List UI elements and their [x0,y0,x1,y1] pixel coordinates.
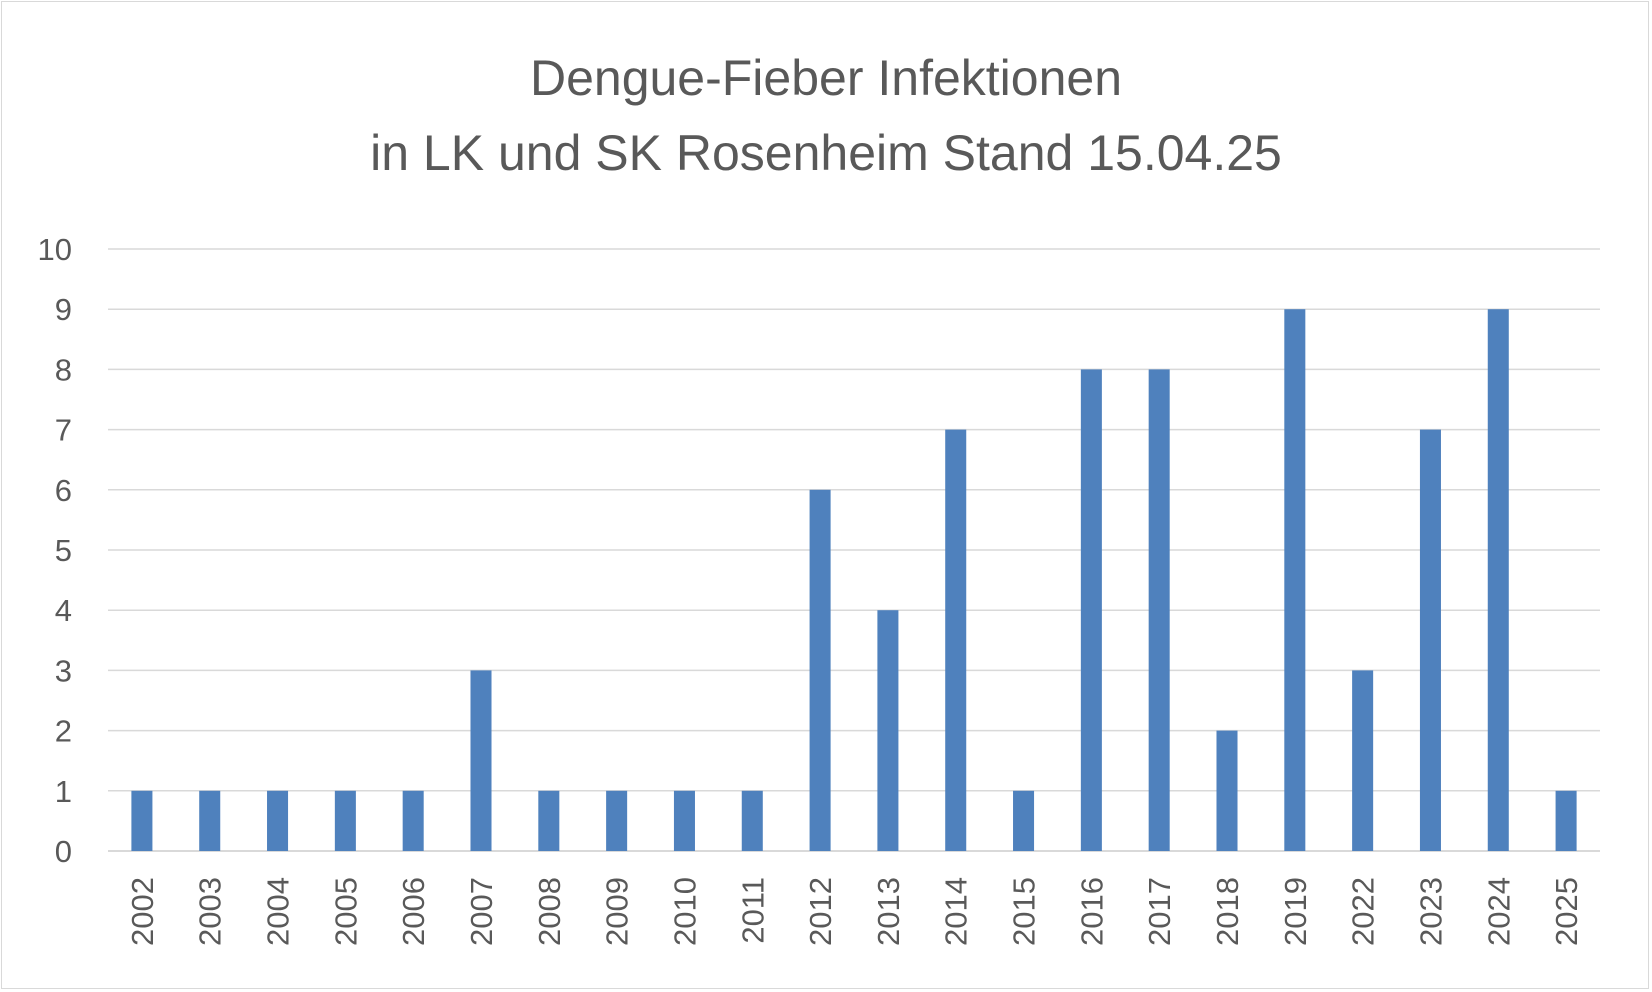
x-tick-label: 2008 [532,877,567,946]
x-tick-label: 2004 [261,877,296,946]
bars [131,309,1577,851]
x-tick-label: 2017 [1142,877,1177,946]
x-tick-label: 2022 [1346,877,1381,946]
bar-2018 [1216,730,1238,851]
y-tick-label: 9 [55,292,72,327]
x-tick-label: 2002 [125,877,160,946]
x-tick-label: 2011 [735,877,770,944]
x-tick-label: 2010 [667,877,702,946]
bar-2004 [267,790,289,851]
y-tick-label: 5 [55,533,72,568]
bar-2017 [1148,369,1170,851]
x-tick-label: 2016 [1074,877,1109,946]
bar-2003 [199,790,221,851]
x-tick-label: 2023 [1413,877,1448,946]
x-tick-label: 2015 [1007,877,1042,946]
bar-2002 [131,790,153,851]
y-tick-label: 6 [55,473,72,508]
x-tick-label: 2025 [1549,877,1584,946]
y-tick-label: 7 [55,413,72,448]
bar-2013 [877,610,899,851]
x-tick-label: 2003 [193,877,228,946]
bar-2015 [1013,790,1035,851]
bar-2023 [1419,429,1441,851]
y-tick-label: 8 [55,352,72,387]
bar-2010 [673,790,695,851]
x-tick-label: 2005 [328,877,363,946]
x-tick-label: 2013 [871,877,906,946]
y-tick-label: 4 [55,593,72,628]
bar-2006 [402,790,424,851]
bar-2022 [1352,670,1374,851]
y-tick-label: 0 [55,834,72,869]
bar-2014 [945,429,967,851]
y-tick-label: 10 [38,232,72,267]
chart-title-line2: in LK und SK Rosenheim Stand 15.04.25 [370,125,1282,181]
y-axis-ticks: 0 1 2 3 4 5 6 7 8 9 10 [38,232,72,869]
y-tick-label: 1 [55,774,72,809]
bar-2019 [1284,309,1306,851]
gridlines [108,248,1600,852]
x-tick-label: 2006 [396,877,431,946]
y-tick-label: 3 [55,653,72,688]
y-tick-label: 2 [55,714,72,749]
chart-title-line1: Dengue-Fieber Infektionen [530,50,1122,106]
x-tick-label: 2019 [1278,877,1313,946]
bar-2016 [1080,369,1102,851]
bar-2024 [1487,309,1509,851]
x-tick-label: 2014 [939,877,974,946]
x-tick-label: 2018 [1210,877,1245,946]
bar-2005 [334,790,356,851]
bar-2008 [538,790,560,851]
x-tick-label: 2024 [1481,877,1516,946]
bar-2012 [809,489,831,851]
x-tick-label: 2007 [464,877,499,946]
bar-2007 [470,670,492,851]
x-tick-label: 2009 [600,877,635,946]
x-axis-ticks: 2002 2003 2004 2005 2006 2007 2008 2009 2010 2011… [125,877,1584,946]
bar-2025 [1555,790,1577,851]
bar-2009 [606,790,628,851]
x-tick-label: 2012 [803,877,838,946]
bar-2011 [741,790,763,851]
